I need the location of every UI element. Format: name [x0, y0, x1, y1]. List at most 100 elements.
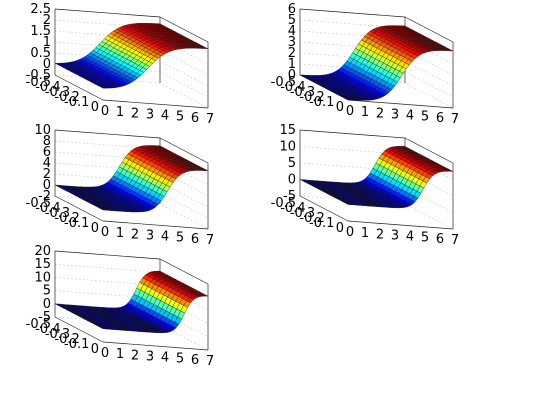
- x-axis-line: [347, 220, 454, 230]
- x-tick-label: 4: [161, 351, 169, 366]
- x-tick-label: 7: [206, 354, 214, 369]
- box-edge: [299, 8, 406, 18]
- z-tick-label: -0.5: [26, 68, 51, 83]
- x-tick-label: 3: [146, 349, 154, 364]
- surface-patch: [98, 326, 106, 330]
- x-tick-label: 7: [206, 233, 214, 248]
- z-tick-label: 1: [43, 35, 51, 50]
- surface: [54, 23, 209, 89]
- box-edge: [159, 137, 209, 164]
- x-tick-label: 1: [116, 226, 124, 241]
- x-tick-label: 4: [406, 230, 414, 245]
- y-tick-label: -0.2: [299, 211, 324, 226]
- surface-patch: [343, 202, 351, 205]
- z-tick-label: 4: [43, 156, 51, 171]
- x-tick-label: 2: [131, 106, 139, 121]
- x-tick-label: 5: [176, 231, 184, 246]
- x-tick-label: 0: [101, 104, 109, 119]
- x-axis-line: [102, 99, 209, 109]
- y-tick-label: -0.1: [64, 216, 89, 231]
- x-tick-label: 7: [451, 233, 459, 248]
- x-tick-label: 2: [131, 348, 139, 363]
- z-tick-label: 6: [43, 145, 51, 160]
- y-axis-line: [54, 74, 104, 101]
- y-axis-line: [54, 316, 104, 343]
- box-edge: [54, 8, 161, 18]
- x-tick-label: 4: [161, 109, 169, 124]
- y-tick-label: -0.5: [271, 75, 296, 90]
- x-tick-label: 6: [436, 111, 444, 126]
- x-tick-label: 0: [346, 225, 354, 240]
- z-tick-label: 5: [288, 156, 296, 171]
- surface: [299, 146, 454, 209]
- x-tick-label: 0: [101, 346, 109, 361]
- z-tick-label: 8: [43, 134, 51, 149]
- surface-patch: [98, 207, 106, 211]
- y-tick-label: -0.2: [299, 90, 324, 105]
- x-tick-label: 7: [206, 112, 214, 127]
- y-tick-label: -0.1: [309, 95, 334, 110]
- x-tick-label: 6: [436, 232, 444, 247]
- y-tick-label: -0.1: [64, 95, 89, 110]
- z-tick-label: 15: [34, 257, 51, 272]
- z-tick-label: 5: [288, 13, 296, 28]
- y-tick-label: -0.4: [280, 201, 305, 216]
- z-tick-label: 0: [43, 297, 51, 312]
- x-tick-label: 3: [146, 228, 154, 243]
- y-tick-label: 0: [91, 342, 99, 357]
- x-tick-label: 3: [146, 107, 154, 122]
- y-tick-label: -0.2: [54, 332, 79, 347]
- y-tick-label: -0.3: [290, 85, 315, 100]
- y-tick-label: -0.5: [271, 196, 296, 211]
- box-edge: [54, 250, 161, 260]
- z-tick-label: 15: [279, 123, 296, 138]
- x-tick-label: 7: [451, 112, 459, 127]
- axes-box: [54, 250, 209, 351]
- x-tick-label: 6: [191, 353, 199, 368]
- z-tick-label: 2.5: [30, 2, 51, 17]
- x-tick-label: 1: [116, 347, 124, 362]
- x-tick-label: 0: [101, 225, 109, 240]
- z-tick-label: 10: [34, 123, 51, 138]
- y-tick-label: 0: [91, 100, 99, 115]
- x-tick-label: 4: [406, 109, 414, 124]
- x-axis-line: [102, 220, 209, 230]
- x-tick-label: 5: [176, 352, 184, 367]
- y-tick-label: -0.3: [45, 327, 70, 342]
- x-axis-line: [102, 341, 209, 351]
- x-tick-label: 1: [361, 105, 369, 120]
- y-tick-label: 0: [336, 221, 344, 236]
- x-tick-label: 3: [391, 107, 399, 122]
- y-tick-label: -0.1: [309, 216, 334, 231]
- box-edge: [159, 16, 209, 43]
- x-tick-label: 0: [346, 104, 354, 119]
- x-tick-label: 1: [361, 226, 369, 241]
- z-tick-label: 20: [34, 244, 51, 259]
- y-tick-label: -0.5: [26, 75, 51, 90]
- y-axis-line: [299, 195, 349, 222]
- z-tick-label: 5: [43, 284, 51, 299]
- x-tick-label: 4: [161, 230, 169, 245]
- x-tick-label: 5: [421, 231, 429, 246]
- x-tick-label: 2: [376, 106, 384, 121]
- x-tick-label: 5: [176, 110, 184, 125]
- z-tick-label: 4: [288, 24, 296, 39]
- x-tick-label: 2: [376, 227, 384, 242]
- y-tick-label: 0: [91, 221, 99, 236]
- y-tick-label: -0.5: [26, 196, 51, 211]
- x-tick-label: 1: [116, 105, 124, 120]
- y-tick-label: -0.4: [35, 322, 60, 337]
- z-tick-label: 2: [43, 13, 51, 28]
- surface-plot-1: -0.500.511.522.50 1 2 3 4 5 6 7-0.5-0.4-0.3-0.2…: [26, 2, 215, 127]
- x-axis-line: [347, 99, 454, 109]
- x-tick-label: 3: [391, 228, 399, 243]
- x-tick-label: 6: [191, 111, 199, 126]
- y-tick-label: -0.4: [35, 201, 60, 216]
- y-tick-label: -0.3: [45, 85, 70, 100]
- box-edge: [299, 129, 406, 139]
- z-tick-label: 1.5: [30, 24, 51, 39]
